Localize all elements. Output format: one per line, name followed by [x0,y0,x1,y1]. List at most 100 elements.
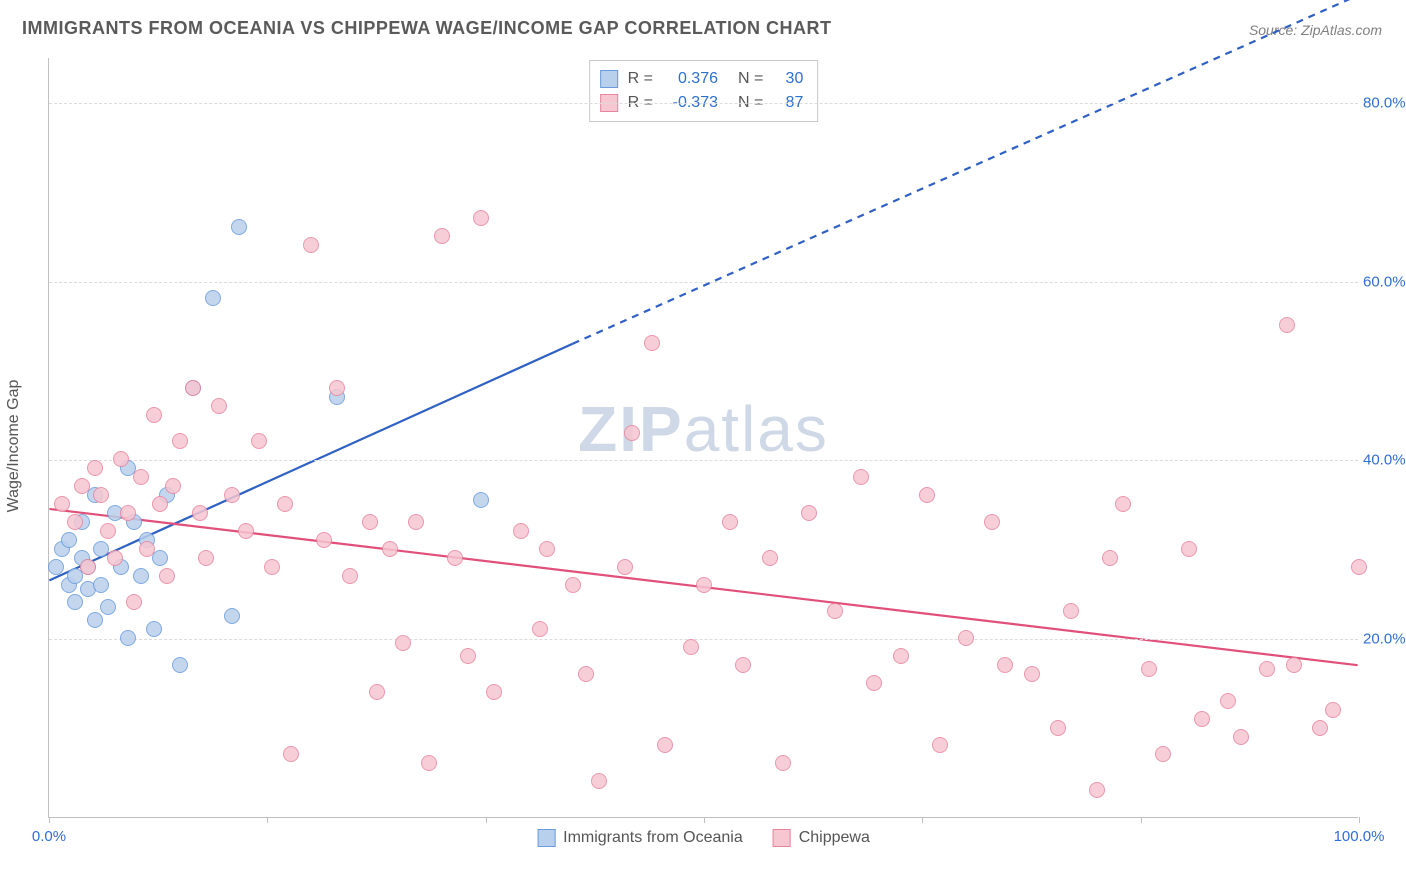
scatter-point [1063,603,1079,619]
source-attribution: Source: ZipAtlas.com [1249,22,1382,38]
scatter-point [277,496,293,512]
scatter-point [146,621,162,637]
chart-plot-area: ZIPatlas R =0.376N =30R =-0.373N =87 Imm… [48,58,1358,818]
scatter-point [238,523,254,539]
scatter-point [486,684,502,700]
scatter-point [539,541,555,557]
x-tick-mark [49,817,50,823]
scatter-point [120,505,136,521]
scatter-point [1102,550,1118,566]
gridline [49,282,1358,283]
scatter-point [165,478,181,494]
gridline [49,103,1358,104]
scatter-point [369,684,385,700]
scatter-point [1220,693,1236,709]
scatter-point [146,407,162,423]
scatter-point [87,460,103,476]
scatter-point [329,380,345,396]
scatter-point [473,210,489,226]
scatter-point [958,630,974,646]
x-tick-label: 100.0% [1334,828,1385,845]
scatter-point [382,541,398,557]
scatter-point [93,487,109,503]
scatter-point [532,621,548,637]
scatter-point [185,380,201,396]
x-tick-mark [486,817,487,823]
scatter-point [133,568,149,584]
scatter-point [1141,661,1157,677]
scatter-point [395,635,411,651]
scatter-point [126,594,142,610]
scatter-point [48,559,64,575]
legend-label: Immigrants from Oceania [563,829,743,847]
scatter-point [513,523,529,539]
scatter-point [565,577,581,593]
gridline [49,460,1358,461]
scatter-point [434,228,450,244]
scatter-point [172,433,188,449]
scatter-point [762,550,778,566]
scatter-point [303,237,319,253]
scatter-point [100,523,116,539]
scatter-point [316,532,332,548]
scatter-point [362,514,378,530]
scatter-point [735,657,751,673]
stat-n-value: 30 [773,67,803,91]
scatter-point [775,755,791,771]
scatter-point [1325,702,1341,718]
scatter-point [205,290,221,306]
x-tick-mark [1359,817,1360,823]
scatter-point [997,657,1013,673]
scatter-point [919,487,935,503]
gridline [49,639,1358,640]
scatter-point [421,755,437,771]
stats-row: R =0.376N =30 [600,67,804,91]
y-tick-label: 80.0% [1363,94,1406,111]
scatter-point [460,648,476,664]
legend-swatch-icon [600,70,618,88]
scatter-point [1050,720,1066,736]
watermark: ZIPatlas [578,392,829,466]
scatter-point [342,568,358,584]
stat-r-value: 0.376 [663,67,718,91]
scatter-point [1233,729,1249,745]
scatter-point [408,514,424,530]
y-tick-label: 60.0% [1363,273,1406,290]
scatter-point [1115,496,1131,512]
legend-swatch-icon [773,829,791,847]
scatter-point [80,559,96,575]
stat-n-label: N = [738,67,763,91]
legend-item: Chippewa [773,829,870,847]
y-tick-label: 20.0% [1363,631,1406,648]
x-tick-mark [922,817,923,823]
scatter-point [1279,317,1295,333]
scatter-point [113,451,129,467]
regression-lines-svg [49,58,1358,817]
scatter-point [447,550,463,566]
scatter-point [1259,661,1275,677]
scatter-point [231,219,247,235]
scatter-point [74,478,90,494]
watermark-rest: atlas [684,393,829,465]
scatter-point [120,630,136,646]
x-tick-label: 0.0% [32,828,66,845]
scatter-point [107,550,123,566]
scatter-point [152,550,168,566]
scatter-point [722,514,738,530]
scatter-point [1024,666,1040,682]
scatter-point [133,469,149,485]
scatter-point [159,568,175,584]
scatter-point [624,425,640,441]
scatter-point [139,541,155,557]
scatter-point [93,577,109,593]
regression-line-dashed [573,0,1358,344]
scatter-point [251,433,267,449]
scatter-point [827,603,843,619]
scatter-point [984,514,1000,530]
scatter-point [54,496,70,512]
scatter-point [591,773,607,789]
scatter-point [644,335,660,351]
x-tick-mark [267,817,268,823]
scatter-point [1089,782,1105,798]
scatter-point [172,657,188,673]
